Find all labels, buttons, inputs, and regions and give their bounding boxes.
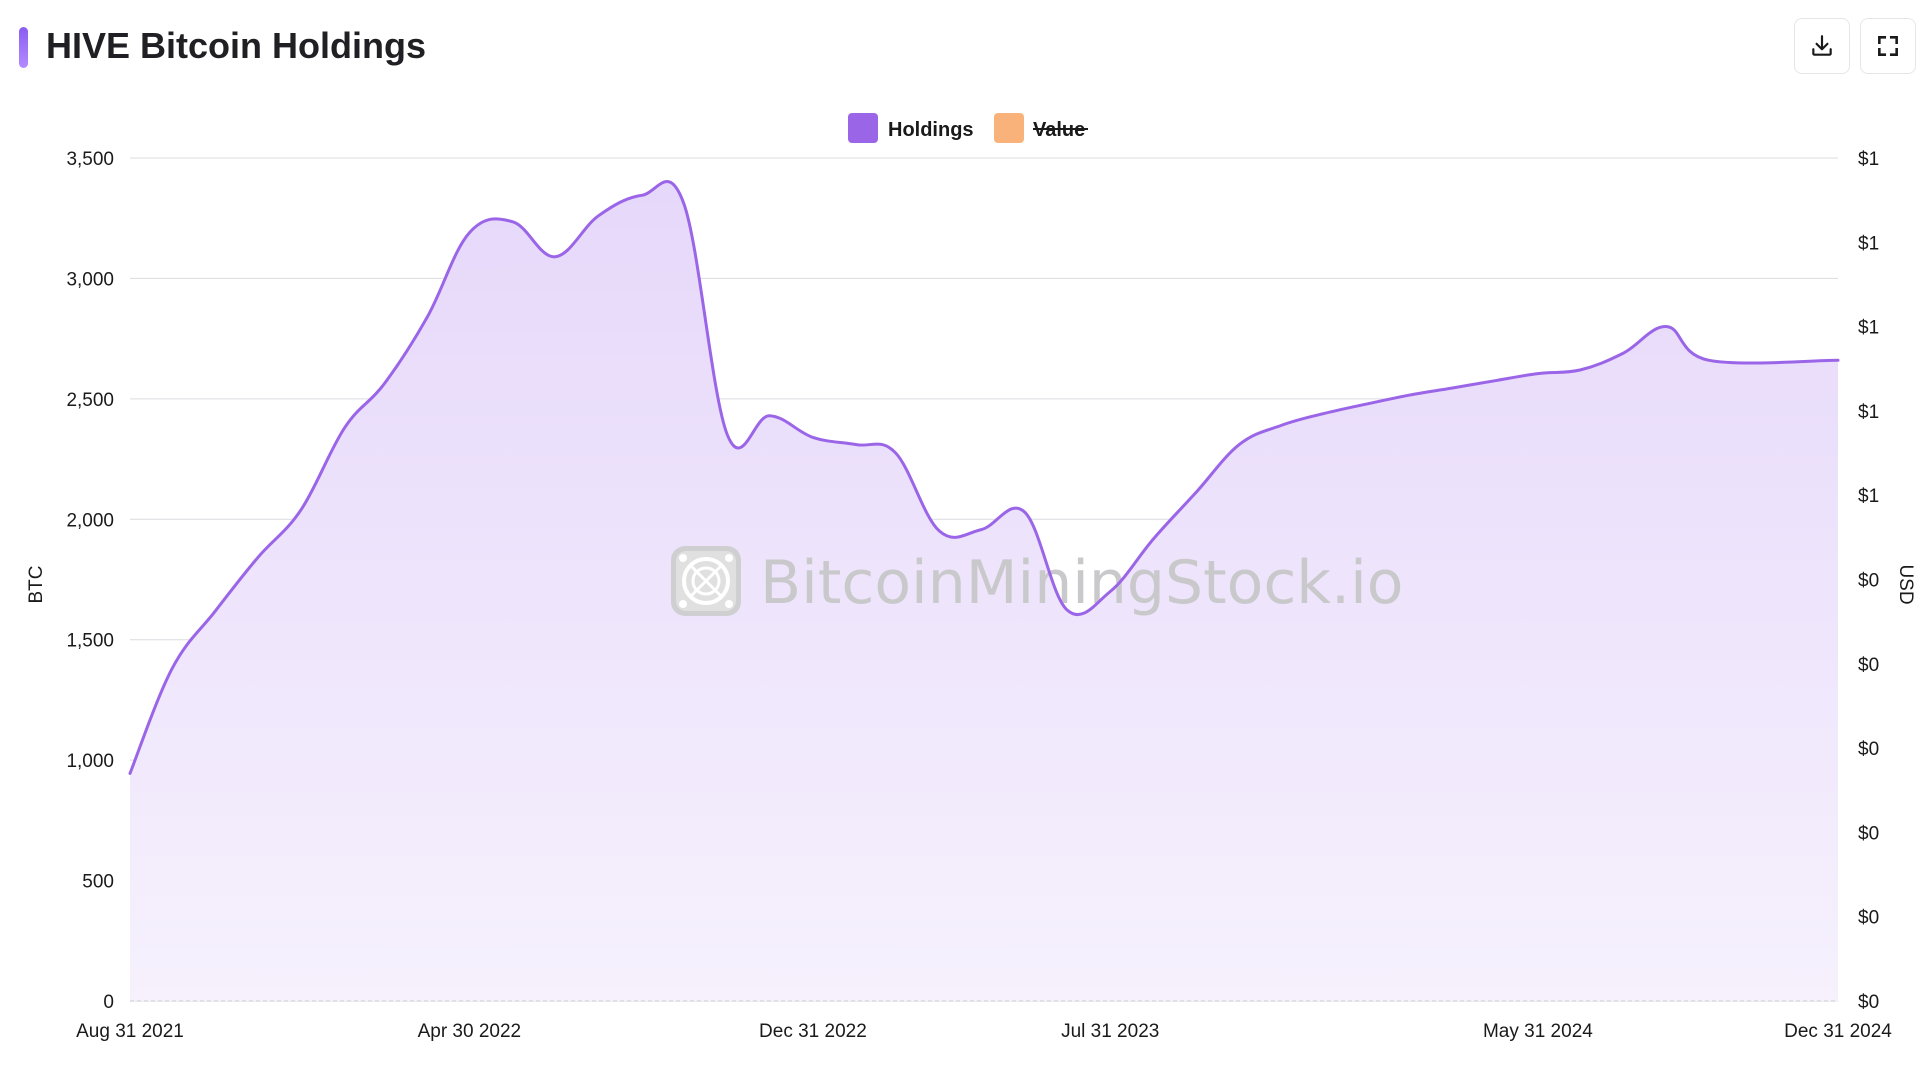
y-right-tick-label: $1 — [1858, 233, 1879, 254]
x-tick-label: Jul 31 2023 — [1061, 1021, 1159, 1042]
holdings-data-point[interactable] — [210, 605, 222, 617]
holdings-data-point[interactable] — [339, 422, 351, 434]
x-tick-label: Apr 30 2022 — [418, 1021, 522, 1042]
holdings-data-point[interactable] — [721, 429, 733, 441]
holdings-data-point[interactable] — [1532, 368, 1544, 380]
fullscreen-icon — [1878, 36, 1898, 56]
y-left-tick-label: 1,500 — [66, 631, 114, 652]
y-right-tick-label: $1 — [1858, 149, 1879, 170]
holdings-data-point[interactable] — [1362, 398, 1374, 410]
holdings-data-point[interactable] — [890, 447, 902, 459]
holdings-data-point[interactable] — [252, 552, 264, 564]
holdings-chart: BitcoinMiningStock.io 0 500 1,000 1,500 2,00… — [26, 113, 1916, 1042]
holdings-data-point[interactable] — [592, 210, 604, 222]
download-button[interactable] — [1794, 18, 1850, 74]
y-right-tick-label: $0 — [1858, 571, 1879, 592]
holdings-data-point[interactable] — [507, 216, 519, 228]
holdings-data-point[interactable] — [636, 189, 648, 201]
holdings-data-point[interactable] — [763, 410, 775, 422]
bitcoin-miner-logo-icon — [671, 546, 741, 616]
x-tick-label: Aug 31 2021 — [76, 1021, 184, 1042]
y-right-tick-label: $0 — [1858, 992, 1879, 1013]
x-tick-label: Dec 31 2022 — [759, 1021, 867, 1042]
y-left-tick-label: 1,000 — [66, 751, 114, 772]
legend-item-holdings[interactable]: Holdings — [848, 113, 974, 143]
y-right-tick-label: $0 — [1858, 739, 1879, 760]
holdings-data-point[interactable] — [166, 663, 178, 675]
chart-header: HIVE Bitcoin Holdings — [0, 0, 1932, 92]
y-right-tick-label: $1 — [1858, 318, 1879, 339]
holdings-data-point[interactable] — [1104, 586, 1116, 598]
y-left-axis-title: BTC — [26, 566, 47, 604]
y-left-tick-label: 0 — [103, 992, 114, 1013]
y-right-axis-title: USD — [1895, 564, 1916, 604]
holdings-data-point[interactable] — [975, 524, 987, 536]
holdings-data-point[interactable] — [463, 227, 475, 239]
legend-swatch-value — [994, 113, 1024, 143]
holdings-data-point[interactable] — [1233, 439, 1245, 451]
holdings-data-point[interactable] — [1661, 321, 1673, 333]
legend: Holdings Value — [848, 113, 1088, 143]
watermark: BitcoinMiningStock.io — [671, 546, 1404, 618]
y-right-tick-label: $0 — [1858, 823, 1879, 844]
holdings-data-point[interactable] — [1446, 382, 1458, 394]
y-right-tick-label: $0 — [1858, 908, 1879, 929]
holdings-data-point[interactable] — [1403, 389, 1415, 401]
holdings-line[interactable] — [128, 180, 1840, 775]
holdings-data-point[interactable] — [378, 378, 390, 390]
y-left-tick-label: 500 — [82, 872, 114, 893]
holdings-data-point[interactable] — [850, 439, 862, 451]
holdings-data-point[interactable] — [421, 311, 433, 323]
holdings-data-point[interactable] — [933, 525, 945, 537]
holdings-data-point[interactable] — [549, 251, 561, 263]
y-left-tick-label: 3,500 — [66, 149, 114, 170]
y-left-tick-label: 2,500 — [66, 390, 114, 411]
holdings-data-point[interactable] — [1148, 533, 1160, 545]
axes: 0 500 1,000 1,500 2,000 2,500 3,000 3,500 $0 $0 $0… — [26, 149, 1916, 1042]
area-layer — [130, 181, 1838, 1002]
title-accent-bar — [19, 27, 28, 68]
y-left-tick-label: 2,000 — [66, 510, 114, 531]
holdings-data-point[interactable] — [1061, 604, 1073, 616]
holdings-data-point[interactable] — [295, 504, 307, 516]
y-left-tick-label: 3,000 — [66, 269, 114, 290]
legend-label-holdings: Holdings — [888, 119, 974, 141]
holdings-area — [130, 181, 1838, 1002]
holdings-data-point[interactable] — [1319, 407, 1331, 419]
y-right-tick-label: $1 — [1858, 402, 1879, 423]
chart-area: BitcoinMiningStock.io 0 500 1,000 1,500 2,00… — [0, 92, 1932, 1065]
watermark-text: BitcoinMiningStock.io — [760, 548, 1404, 618]
line-layer — [124, 180, 1844, 779]
fullscreen-button[interactable] — [1860, 18, 1916, 74]
download-icon — [1812, 35, 1832, 56]
holdings-data-point[interactable] — [1275, 419, 1287, 431]
page-title: HIVE Bitcoin Holdings — [46, 25, 427, 66]
holdings-data-point[interactable] — [124, 767, 136, 779]
holdings-data-point[interactable] — [1832, 354, 1844, 366]
holdings-data-point[interactable] — [807, 431, 819, 443]
legend-swatch-holdings — [848, 113, 878, 143]
holdings-data-point[interactable] — [1190, 487, 1202, 499]
y-right-tick-label: $1 — [1858, 486, 1879, 507]
holdings-data-point[interactable] — [1703, 354, 1715, 366]
x-tick-label: May 31 2024 — [1483, 1021, 1593, 1042]
holdings-data-point[interactable] — [1019, 506, 1031, 518]
holdings-data-point[interactable] — [1617, 347, 1629, 359]
holdings-data-point[interactable] — [1488, 375, 1500, 387]
x-tick-label: Dec 31 2024 — [1784, 1021, 1892, 1042]
legend-item-value[interactable]: Value — [994, 113, 1088, 143]
holdings-data-point[interactable] — [1574, 364, 1586, 376]
y-right-tick-label: $0 — [1858, 655, 1879, 676]
holdings-data-point[interactable] — [678, 198, 690, 210]
